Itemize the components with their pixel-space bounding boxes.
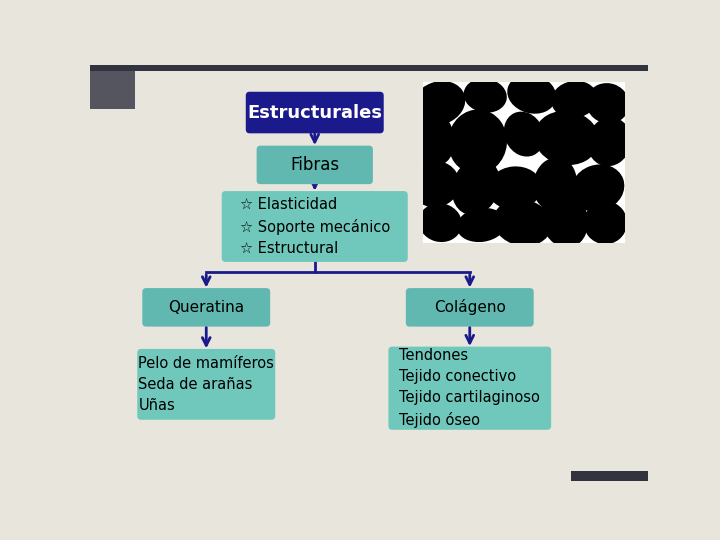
FancyBboxPatch shape: [406, 288, 534, 327]
Text: Queratina: Queratina: [168, 300, 244, 315]
Ellipse shape: [504, 112, 544, 157]
Ellipse shape: [413, 81, 465, 126]
Ellipse shape: [541, 190, 588, 248]
Text: Fibras: Fibras: [290, 156, 339, 174]
Ellipse shape: [584, 201, 627, 244]
Bar: [90, 65, 135, 110]
Ellipse shape: [487, 166, 541, 210]
Text: ☆ Elasticidad
☆ Soporte mecánico
☆ Estructural: ☆ Elasticidad ☆ Soporte mecánico ☆ Estru…: [240, 197, 390, 256]
Ellipse shape: [456, 208, 506, 242]
Ellipse shape: [571, 164, 624, 212]
Ellipse shape: [586, 83, 629, 124]
Text: Pelo de mamíferos
Seda de arañas
Uñas: Pelo de mamíferos Seda de arañas Uñas: [138, 356, 274, 413]
Ellipse shape: [452, 158, 500, 215]
Ellipse shape: [419, 203, 462, 242]
Ellipse shape: [534, 111, 599, 165]
Bar: [625, 65, 648, 481]
Text: Estructurales: Estructurales: [247, 104, 382, 122]
FancyBboxPatch shape: [388, 347, 551, 430]
FancyBboxPatch shape: [222, 191, 408, 262]
FancyBboxPatch shape: [138, 349, 275, 420]
Ellipse shape: [508, 75, 557, 114]
FancyBboxPatch shape: [246, 92, 384, 133]
Bar: [423, 65, 702, 82]
FancyBboxPatch shape: [143, 288, 270, 327]
FancyBboxPatch shape: [256, 146, 373, 184]
Bar: [570, 471, 648, 481]
Bar: [90, 65, 648, 71]
Ellipse shape: [588, 117, 631, 166]
Ellipse shape: [464, 78, 507, 113]
Ellipse shape: [410, 161, 459, 207]
Bar: [423, 82, 625, 244]
Ellipse shape: [448, 110, 507, 174]
Text: Tendones
Tejido conectivo
Tejido cartilaginoso
Tejido óseo: Tendones Tejido conectivo Tejido cartila…: [400, 348, 540, 428]
Ellipse shape: [533, 157, 577, 211]
Ellipse shape: [552, 81, 598, 118]
Bar: [423, 244, 702, 540]
Bar: [90, 65, 423, 481]
Bar: [90, 65, 648, 71]
Ellipse shape: [493, 199, 552, 246]
Bar: [90, 65, 135, 110]
Bar: [570, 471, 648, 481]
Text: Colágeno: Colágeno: [434, 299, 505, 315]
Ellipse shape: [408, 109, 455, 167]
